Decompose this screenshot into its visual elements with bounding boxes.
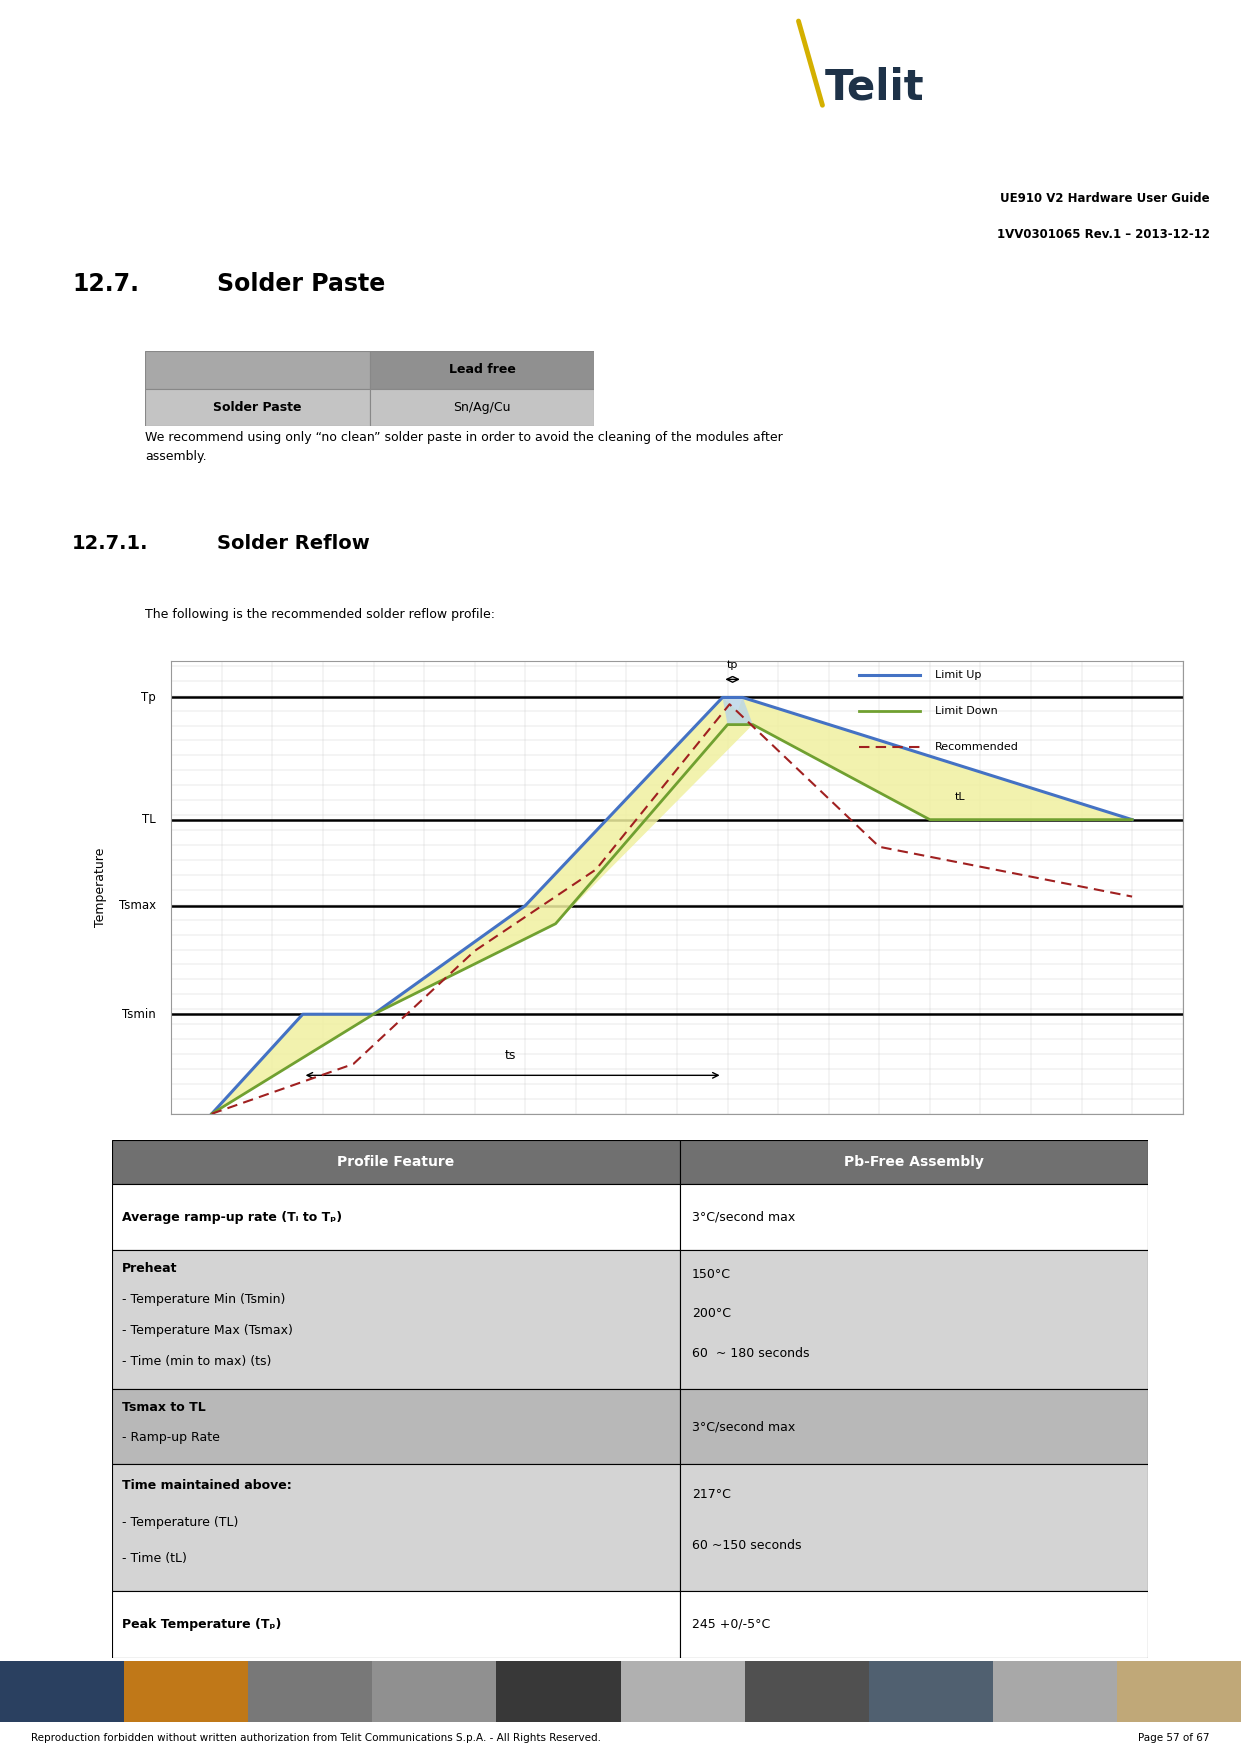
Text: 150°C: 150°C <box>692 1268 731 1280</box>
Bar <box>620 1661 745 1722</box>
Polygon shape <box>737 698 1132 819</box>
Text: 217°C: 217°C <box>692 1487 731 1501</box>
Text: 60 ~150 seconds: 60 ~150 seconds <box>692 1538 802 1552</box>
Text: Peak Temperature (Tₚ): Peak Temperature (Tₚ) <box>122 1617 282 1631</box>
Text: 200°C: 200°C <box>692 1307 731 1321</box>
Text: - Temperature (TL): - Temperature (TL) <box>122 1515 238 1529</box>
Text: Limit Down: Limit Down <box>934 707 998 716</box>
Text: Sn/Ag/Cu: Sn/Ag/Cu <box>453 402 511 414</box>
Text: Solder Reflow: Solder Reflow <box>217 533 370 553</box>
Bar <box>680 1591 1148 1658</box>
Bar <box>869 1661 993 1722</box>
Bar <box>496 1661 620 1722</box>
Text: 12.7.1.: 12.7.1. <box>72 533 149 553</box>
Bar <box>370 388 594 426</box>
Text: Profile Feature: Profile Feature <box>338 1156 454 1170</box>
Text: tL: tL <box>954 791 965 802</box>
Polygon shape <box>722 698 753 724</box>
Text: Recommended: Recommended <box>934 742 1019 752</box>
Bar <box>112 1465 680 1591</box>
Bar <box>112 1251 680 1389</box>
Text: Tsmin: Tsmin <box>123 1009 156 1021</box>
Text: Solder Paste: Solder Paste <box>217 272 386 296</box>
Polygon shape <box>212 698 753 1114</box>
Text: Page 57 of 67: Page 57 of 67 <box>1138 1733 1210 1743</box>
Text: Limit Up: Limit Up <box>934 670 982 681</box>
Bar <box>0 1661 124 1722</box>
Text: 245 +0/-5°C: 245 +0/-5°C <box>692 1617 771 1631</box>
Bar <box>112 1591 680 1658</box>
Text: Average ramp-up rate (Tₗ to Tₚ): Average ramp-up rate (Tₗ to Tₚ) <box>122 1210 343 1224</box>
Text: 3°C/second max: 3°C/second max <box>692 1421 795 1433</box>
Bar <box>680 1184 1148 1251</box>
Bar <box>745 1661 869 1722</box>
Text: UE910 V2 Hardware User Guide: UE910 V2 Hardware User Guide <box>1000 191 1210 205</box>
Bar <box>370 351 594 388</box>
Text: Tsmax: Tsmax <box>119 900 156 912</box>
Bar <box>248 1661 372 1722</box>
Text: Solder Paste: Solder Paste <box>213 402 302 414</box>
Text: - Temperature Min (Tsmin): - Temperature Min (Tsmin) <box>122 1293 285 1307</box>
Text: The following is the recommended solder reflow profile:: The following is the recommended solder … <box>145 607 495 621</box>
Text: We recommend using only “no clean” solder paste in order to avoid the cleaning o: We recommend using only “no clean” solde… <box>145 431 783 463</box>
Bar <box>993 1661 1117 1722</box>
Text: - Ramp-up Rate: - Ramp-up Rate <box>122 1431 220 1444</box>
Bar <box>145 388 370 426</box>
Text: Time maintained above:: Time maintained above: <box>122 1479 292 1493</box>
Text: 60  ~ 180 seconds: 60 ~ 180 seconds <box>692 1347 809 1359</box>
Bar <box>145 351 370 388</box>
Bar <box>112 1184 680 1251</box>
Text: - Time (tL): - Time (tL) <box>122 1552 187 1565</box>
Bar <box>112 1140 680 1184</box>
Text: wireless
solutions: wireless solutions <box>1028 77 1083 105</box>
Text: 1VV0301065 Rev.1 – 2013-12-12: 1VV0301065 Rev.1 – 2013-12-12 <box>997 228 1210 242</box>
Text: ts: ts <box>504 1049 516 1061</box>
Text: Lead free: Lead free <box>449 363 515 375</box>
Bar <box>372 1661 496 1722</box>
Bar <box>124 1661 248 1722</box>
Text: Time: Time <box>658 1168 696 1182</box>
Bar <box>680 1465 1148 1591</box>
Bar <box>112 1389 680 1465</box>
Text: Pb-Free Assembly: Pb-Free Assembly <box>844 1156 984 1170</box>
Bar <box>680 1251 1148 1389</box>
Bar <box>1117 1661 1241 1722</box>
Text: Temperature: Temperature <box>94 847 107 928</box>
Text: TL: TL <box>143 814 156 826</box>
Text: Preheat: Preheat <box>122 1263 177 1275</box>
Text: Telit: Telit <box>824 67 925 109</box>
Text: 3°C/second max: 3°C/second max <box>692 1210 795 1224</box>
Text: - Temperature Max (Tsmax): - Temperature Max (Tsmax) <box>122 1324 293 1337</box>
Text: Tp: Tp <box>141 691 156 703</box>
Bar <box>680 1389 1148 1465</box>
Text: ttp: ttp <box>460 1154 479 1168</box>
Text: Tsmax to TL: Tsmax to TL <box>122 1400 206 1414</box>
Text: tp: tp <box>727 660 738 670</box>
Bar <box>680 1140 1148 1184</box>
Text: - Time (min to max) (ts): - Time (min to max) (ts) <box>122 1354 272 1368</box>
Text: Reproduction forbidden without written authorization from Telit Communications S: Reproduction forbidden without written a… <box>31 1733 601 1743</box>
Text: 12.7.: 12.7. <box>72 272 139 296</box>
